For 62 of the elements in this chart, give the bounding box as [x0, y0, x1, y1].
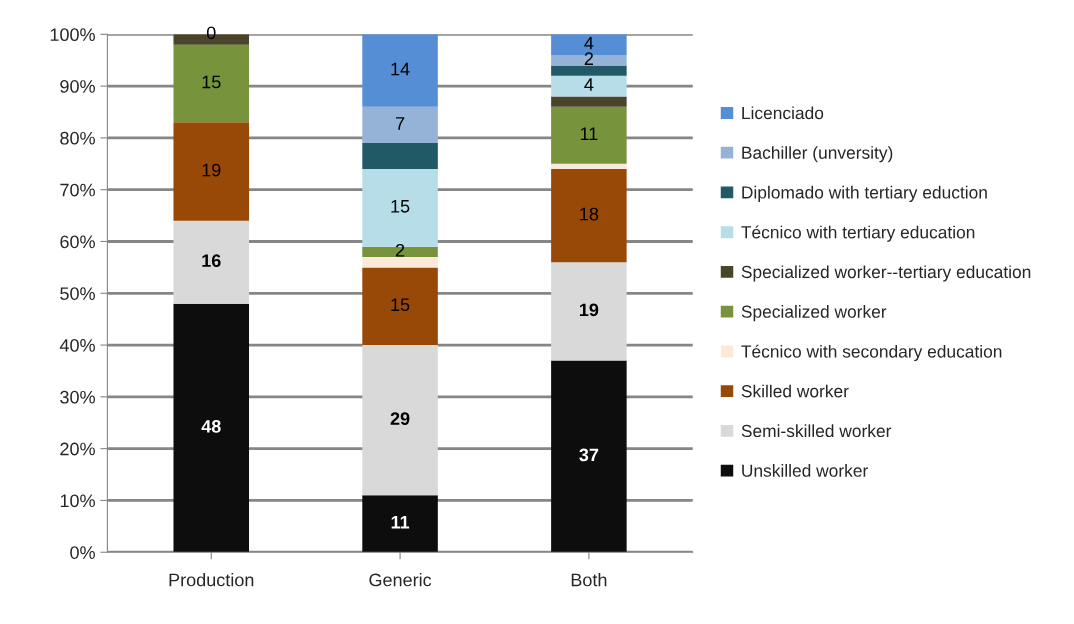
- legend-label: Unskilled worker: [742, 464, 868, 477]
- data-label: 19: [579, 303, 599, 317]
- legend-label: Semi-skilled worker: [741, 424, 892, 438]
- legend-label: Skilled worker: [741, 384, 849, 398]
- bar: [551, 96, 627, 107]
- y-tick-label: 50%: [60, 287, 95, 300]
- bar: [362, 257, 438, 268]
- legend-label: Bachiller (unversity): [742, 146, 893, 163]
- data-label: 48: [201, 420, 221, 433]
- data-label: 14: [391, 62, 410, 76]
- data-label: 7: [395, 117, 405, 130]
- data-label: 15: [391, 200, 410, 213]
- data-label: 2: [395, 243, 405, 257]
- y-tick-label: 10%: [60, 494, 95, 508]
- bar: [362, 495, 438, 553]
- legend-label: Diplomado with tertiary eduction: [742, 185, 987, 203]
- x-tick-label: Production: [169, 573, 254, 587]
- legend-label: Specialized worker: [741, 305, 887, 322]
- bar: [362, 106, 438, 144]
- bar: [173, 303, 250, 553]
- legend-label: Técnico with secondary education: [741, 344, 1002, 362]
- bar: [362, 345, 438, 496]
- bar: [551, 360, 627, 553]
- bar: [173, 122, 250, 221]
- bar: [551, 65, 627, 76]
- data-label: 19: [202, 163, 221, 177]
- y-tick-label: 60%: [60, 235, 95, 249]
- data-label: 18: [580, 207, 599, 221]
- y-tick-label: 20%: [60, 442, 95, 456]
- bar: [551, 262, 627, 361]
- data-label: 11: [580, 127, 598, 140]
- data-label: 4: [584, 36, 594, 50]
- legend-label: Specialized worker--tertiary education: [741, 265, 1031, 282]
- data-label: 15: [391, 298, 410, 312]
- bar: [551, 168, 627, 263]
- data-label: 11: [391, 516, 410, 529]
- legend-label: Licenciado: [742, 106, 824, 120]
- bar: [173, 44, 250, 123]
- y-tick-label: 0%: [70, 546, 95, 559]
- data-label: 16: [202, 254, 221, 268]
- bar: [362, 267, 438, 346]
- data-label: 29: [390, 412, 410, 426]
- bar: [551, 106, 627, 164]
- y-tick-label: 40%: [59, 339, 95, 352]
- data-label: 2: [584, 52, 593, 65]
- bar: [551, 163, 627, 169]
- y-tick-label: 100%: [50, 28, 95, 42]
- bar: [362, 246, 438, 258]
- bar: [551, 75, 627, 97]
- data-label: 15: [202, 75, 221, 89]
- data-label: 4: [584, 78, 594, 91]
- y-tick-label: 30%: [60, 390, 95, 404]
- bar: [173, 220, 250, 304]
- x-tick-label: Both: [571, 573, 607, 587]
- y-tick-label: 80%: [60, 131, 95, 145]
- y-tick-label: 70%: [60, 183, 95, 197]
- data-label: 37: [579, 448, 599, 462]
- legend-label: Técnico with tertiary education: [741, 225, 975, 242]
- x-tick-label: Generic: [369, 573, 432, 587]
- bar: [362, 143, 438, 169]
- bar: [362, 34, 438, 107]
- y-tick-label: 90%: [60, 80, 95, 93]
